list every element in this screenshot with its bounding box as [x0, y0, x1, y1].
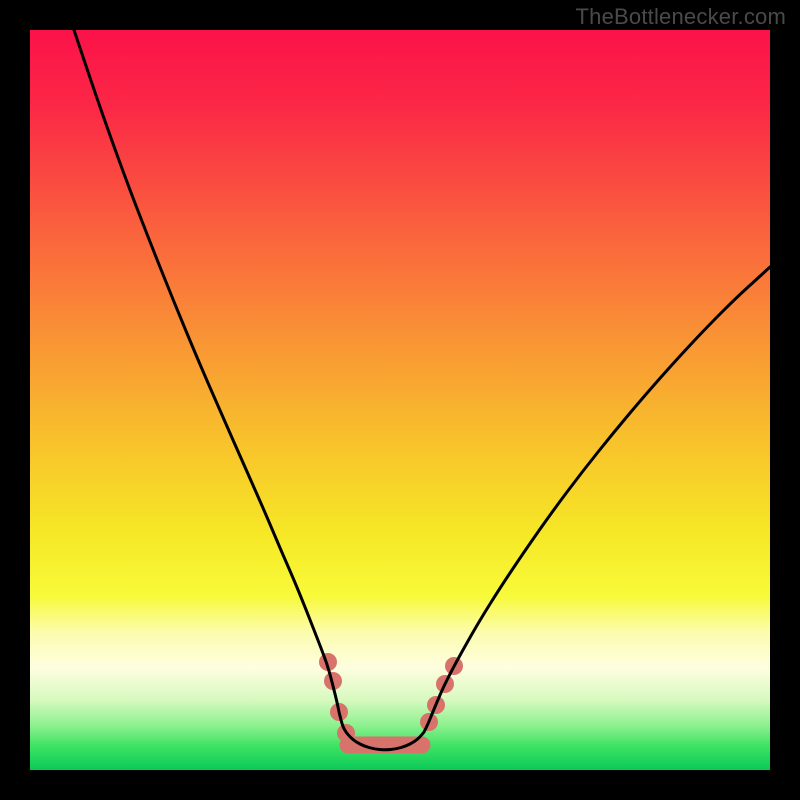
watermark-text: TheBottlenecker.com [576, 4, 786, 30]
bottleneck-chart [0, 0, 800, 800]
heatmap-panel [30, 30, 770, 770]
